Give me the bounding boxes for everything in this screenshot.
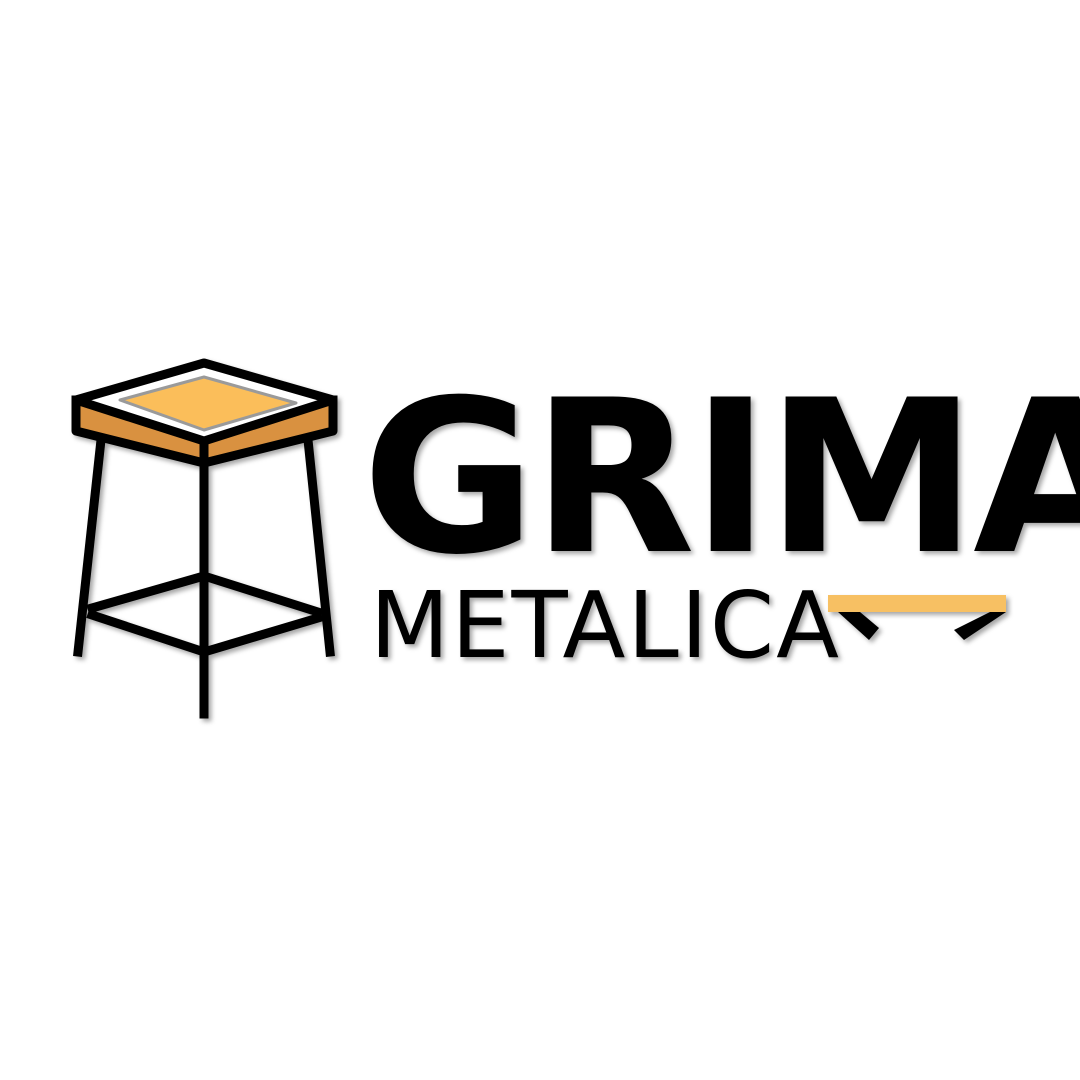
brand-name-secondary: METALICA <box>370 572 842 679</box>
brand-name-primary: GRIMA <box>362 354 1080 601</box>
